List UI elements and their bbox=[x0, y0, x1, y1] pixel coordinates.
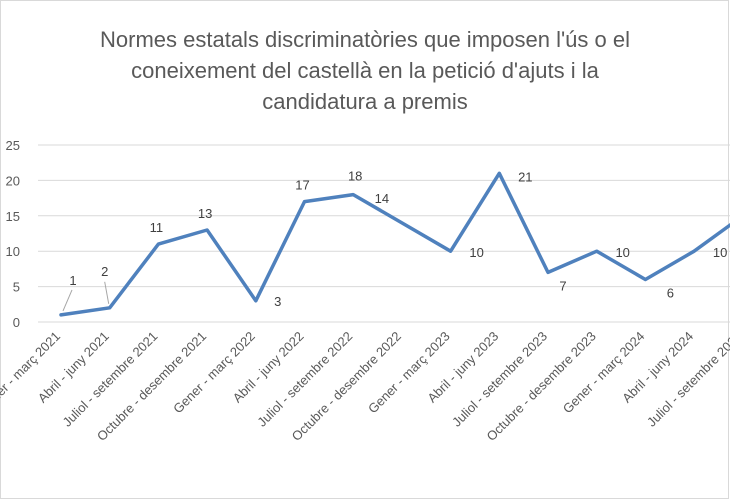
chart-title-line-3: candidatura a premis bbox=[262, 89, 468, 114]
data-label: 2 bbox=[101, 264, 108, 279]
chart-title: Normes estatals discriminatòries que imp… bbox=[0, 24, 730, 117]
y-axis-ticks: 0 5 10 15 20 25 bbox=[6, 138, 20, 330]
data-label: 10 bbox=[713, 245, 727, 260]
y-tick-label: 0 bbox=[13, 315, 20, 330]
x-tick-label: Juliol - setembre 2022 bbox=[254, 329, 355, 430]
y-tick-label: 20 bbox=[6, 173, 20, 188]
x-tick-label: Gener - març 2024 bbox=[560, 329, 648, 417]
data-label: 7 bbox=[559, 278, 566, 293]
y-tick-label: 5 bbox=[13, 280, 20, 295]
x-tick-label: Gener - març 2023 bbox=[365, 329, 453, 417]
data-label: 1 bbox=[69, 273, 76, 288]
chart-title-line-2: coneixement del castellà en la petició d… bbox=[131, 58, 599, 83]
data-labels: 1 2 11 13 3 17 18 14 10 21 7 10 6 10 bbox=[69, 169, 727, 309]
series-line bbox=[59, 171, 730, 317]
data-label-leaders bbox=[62, 281, 110, 312]
data-label: 13 bbox=[198, 206, 212, 221]
x-tick-label: Juliol - setembre 2023 bbox=[449, 329, 550, 430]
x-tick-label: Gener - març 2021 bbox=[0, 329, 63, 417]
x-tick-label: Juliol - setembre 2021 bbox=[59, 329, 160, 430]
data-label: 14 bbox=[375, 191, 389, 206]
label-leader-line bbox=[62, 289, 73, 312]
y-tick-label: 25 bbox=[6, 138, 20, 153]
x-tick-label: Gener - març 2022 bbox=[170, 329, 258, 417]
data-label: 10 bbox=[469, 245, 483, 260]
data-label: 3 bbox=[274, 294, 281, 309]
data-label: 11 bbox=[150, 220, 164, 235]
data-label: 21 bbox=[518, 169, 532, 184]
label-leader-line bbox=[104, 281, 110, 304]
data-label: 6 bbox=[667, 286, 674, 301]
gridlines bbox=[38, 144, 730, 323]
data-label: 18 bbox=[348, 169, 362, 184]
data-label: 10 bbox=[615, 245, 629, 260]
data-label: 17 bbox=[295, 178, 309, 193]
y-tick-label: 10 bbox=[6, 244, 20, 259]
chart-title-line-1: Normes estatals discriminatòries que imp… bbox=[100, 27, 630, 52]
y-tick-label: 15 bbox=[6, 209, 20, 224]
